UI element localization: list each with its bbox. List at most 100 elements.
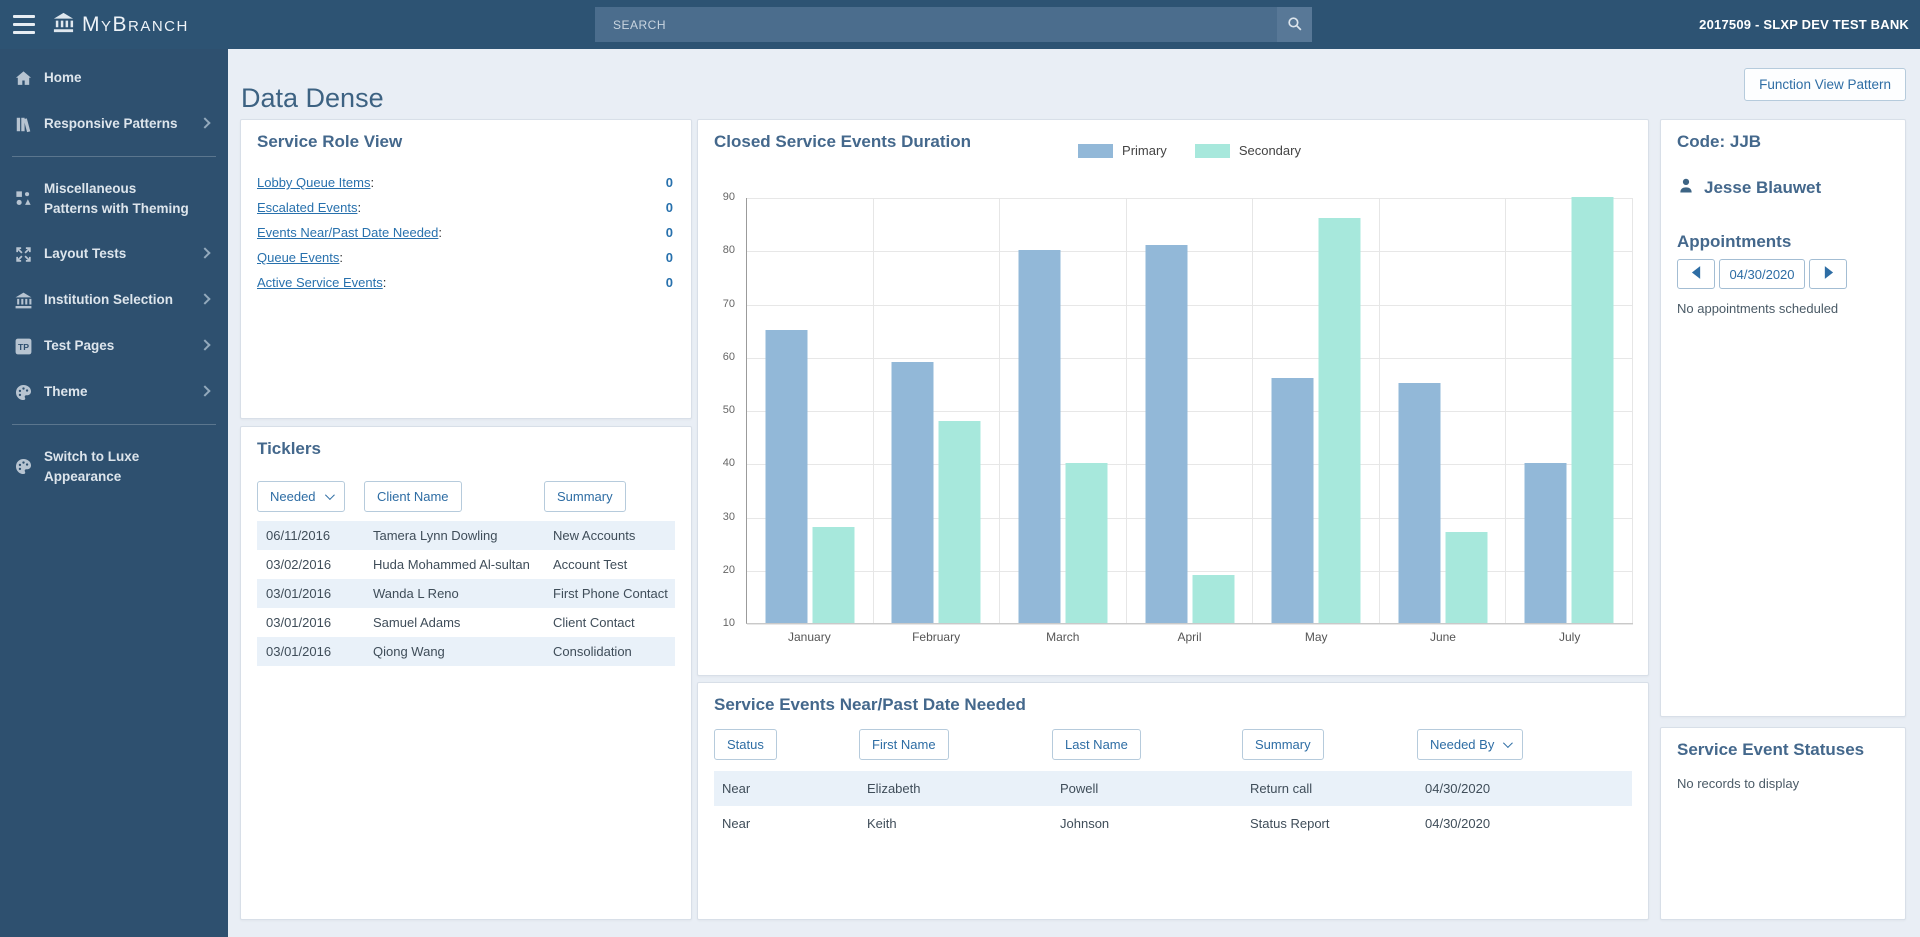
ticklers-header-row: Needed Client Name Summary [257, 481, 675, 512]
table-row[interactable]: 03/01/2016Wanda L RenoFirst Phone Contac… [257, 579, 675, 608]
search-input[interactable] [595, 7, 1312, 42]
chart-x-axis: JanuaryFebruaryMarchAprilMayJuneJuly [746, 630, 1633, 644]
y-axis-tick: 80 [723, 244, 735, 256]
brand-name: MyBranch [82, 13, 189, 37]
sidebar-divider [12, 156, 216, 157]
profile-card: Code: JJB Jesse Blauwet Appointments 04/… [1660, 119, 1906, 717]
y-axis-tick: 50 [723, 404, 735, 416]
escalated-events-link[interactable]: Escalated Events [257, 200, 357, 215]
x-axis-label: January [746, 630, 873, 644]
events-near-past-date-link[interactable]: Events Near/Past Date Needed [257, 225, 438, 240]
sidebar-item-responsive-patterns[interactable]: Responsive Patterns [0, 101, 228, 147]
arrow-right-icon [1823, 266, 1834, 282]
arrow-left-icon [1691, 266, 1702, 282]
y-axis-tick: 10 [723, 617, 735, 629]
item-count: 0 [666, 250, 673, 265]
sort-client-name-button[interactable]: Client Name [364, 481, 462, 512]
search-icon [1286, 15, 1303, 35]
bar-secondary-february [939, 421, 981, 623]
bar-secondary-july [1572, 197, 1614, 623]
bar-primary-april [1145, 245, 1187, 623]
appointments-title: Appointments [1677, 232, 1791, 252]
legend-item: Primary [1078, 143, 1167, 158]
list-item: Queue Events: 0 [257, 245, 673, 270]
no-records-text: No records to display [1677, 776, 1799, 791]
sort-summary-button[interactable]: Summary [544, 481, 626, 512]
table-row[interactable]: NearKeithJohnsonStatus Report04/30/2020 [714, 806, 1632, 841]
sidebar-item-miscellaneous-patterns[interactable]: Miscellaneous Patterns with Theming [0, 166, 228, 231]
chevron-down-icon [1503, 738, 1513, 748]
bar-secondary-january [812, 527, 854, 623]
item-count: 0 [666, 225, 673, 240]
table-row[interactable]: 03/01/2016Qiong WangConsolidation [257, 637, 675, 666]
code-label: Code: JJB [1677, 132, 1761, 152]
bar-primary-march [1018, 250, 1060, 623]
sidebar-item-test-pages[interactable]: TP Test Pages [0, 323, 228, 369]
search-button[interactable] [1277, 7, 1312, 42]
sort-status-button[interactable]: Status [714, 729, 777, 760]
appointment-date[interactable]: 04/30/2020 [1719, 259, 1805, 289]
palette-icon [13, 382, 33, 402]
service-events-header-row: Status First Name Last Name Summary Need… [714, 729, 1632, 760]
sidebar-item-institution-selection[interactable]: Institution Selection [0, 277, 228, 323]
sidebar-item-switch-luxe[interactable]: Switch to Luxe Appearance [0, 434, 228, 499]
chart-month-cell [1000, 198, 1127, 623]
bank-icon [52, 11, 75, 39]
user-name: Jesse Blauwet [1677, 176, 1821, 199]
appointments-date-nav: 04/30/2020 [1677, 259, 1847, 289]
chart-legend: PrimarySecondary [746, 143, 1633, 158]
previous-day-button[interactable] [1677, 259, 1715, 289]
table-row[interactable]: NearElizabethPowellReturn call04/30/2020 [714, 771, 1632, 806]
bar-secondary-april [1192, 575, 1234, 623]
bar-primary-january [765, 330, 807, 623]
table-row[interactable]: 06/11/2016Tamera Lynn DowlingNew Account… [257, 521, 675, 550]
person-icon [1677, 176, 1695, 199]
service-events-rows: NearElizabethPowellReturn call04/30/2020… [714, 771, 1632, 841]
sidebar-item-layout-tests[interactable]: Layout Tests [0, 231, 228, 277]
list-item: Escalated Events: 0 [257, 195, 673, 220]
chevron-right-icon [199, 339, 210, 350]
item-count: 0 [666, 175, 673, 190]
x-axis-label: July [1506, 630, 1633, 644]
active-service-events-link[interactable]: Active Service Events [257, 275, 383, 290]
menu-icon[interactable] [13, 15, 35, 34]
sort-first-name-button[interactable]: First Name [859, 729, 949, 760]
chart-month-cell [874, 198, 1001, 623]
service-events-card: Service Events Near/Past Date Needed Sta… [697, 682, 1649, 920]
card-title: Service Role View [257, 132, 402, 152]
page-title: Data Dense [241, 83, 384, 114]
x-axis-label: June [1380, 630, 1507, 644]
card-title: Service Events Near/Past Date Needed [714, 695, 1026, 715]
chart-month-cell [1506, 198, 1633, 623]
y-axis-tick: 70 [723, 298, 735, 310]
sort-summary-button[interactable]: Summary [1242, 729, 1324, 760]
legend-label: Primary [1122, 143, 1167, 158]
books-icon [13, 114, 33, 134]
chart-month-cell [1127, 198, 1254, 623]
top-bar: MyBranch 2017509 - SLXP DEV TEST BANK [0, 0, 1920, 49]
next-day-button[interactable] [1809, 259, 1847, 289]
bank-icon [13, 290, 33, 310]
shapes-icon [13, 189, 33, 209]
y-axis-tick: 60 [723, 351, 735, 363]
x-axis-label: February [873, 630, 1000, 644]
brand-logo[interactable]: MyBranch [52, 0, 189, 49]
item-count: 0 [666, 275, 673, 290]
chart-month-cell [1253, 198, 1380, 623]
table-row[interactable]: 03/01/2016Samuel AdamsClient Contact [257, 608, 675, 637]
bar-secondary-may [1319, 218, 1361, 623]
chart-y-axis: 908070605040302010 [708, 198, 740, 624]
search-bar [595, 7, 1312, 42]
table-row[interactable]: 03/02/2016Huda Mohammed Al-sultanAccount… [257, 550, 675, 579]
queue-events-link[interactable]: Queue Events [257, 250, 339, 265]
sort-needed-button[interactable]: Needed [257, 481, 345, 512]
item-count: 0 [666, 200, 673, 215]
lobby-queue-items-link[interactable]: Lobby Queue Items [257, 175, 370, 190]
sort-needed-by-button[interactable]: Needed By [1417, 729, 1523, 760]
function-view-pattern-button[interactable]: Function View Pattern [1744, 68, 1906, 101]
y-axis-tick: 40 [723, 457, 735, 469]
sidebar-item-theme[interactable]: Theme [0, 369, 228, 415]
ticklers-rows: 06/11/2016Tamera Lynn DowlingNew Account… [257, 521, 675, 666]
sort-last-name-button[interactable]: Last Name [1052, 729, 1141, 760]
sidebar-item-home[interactable]: Home [0, 55, 228, 101]
